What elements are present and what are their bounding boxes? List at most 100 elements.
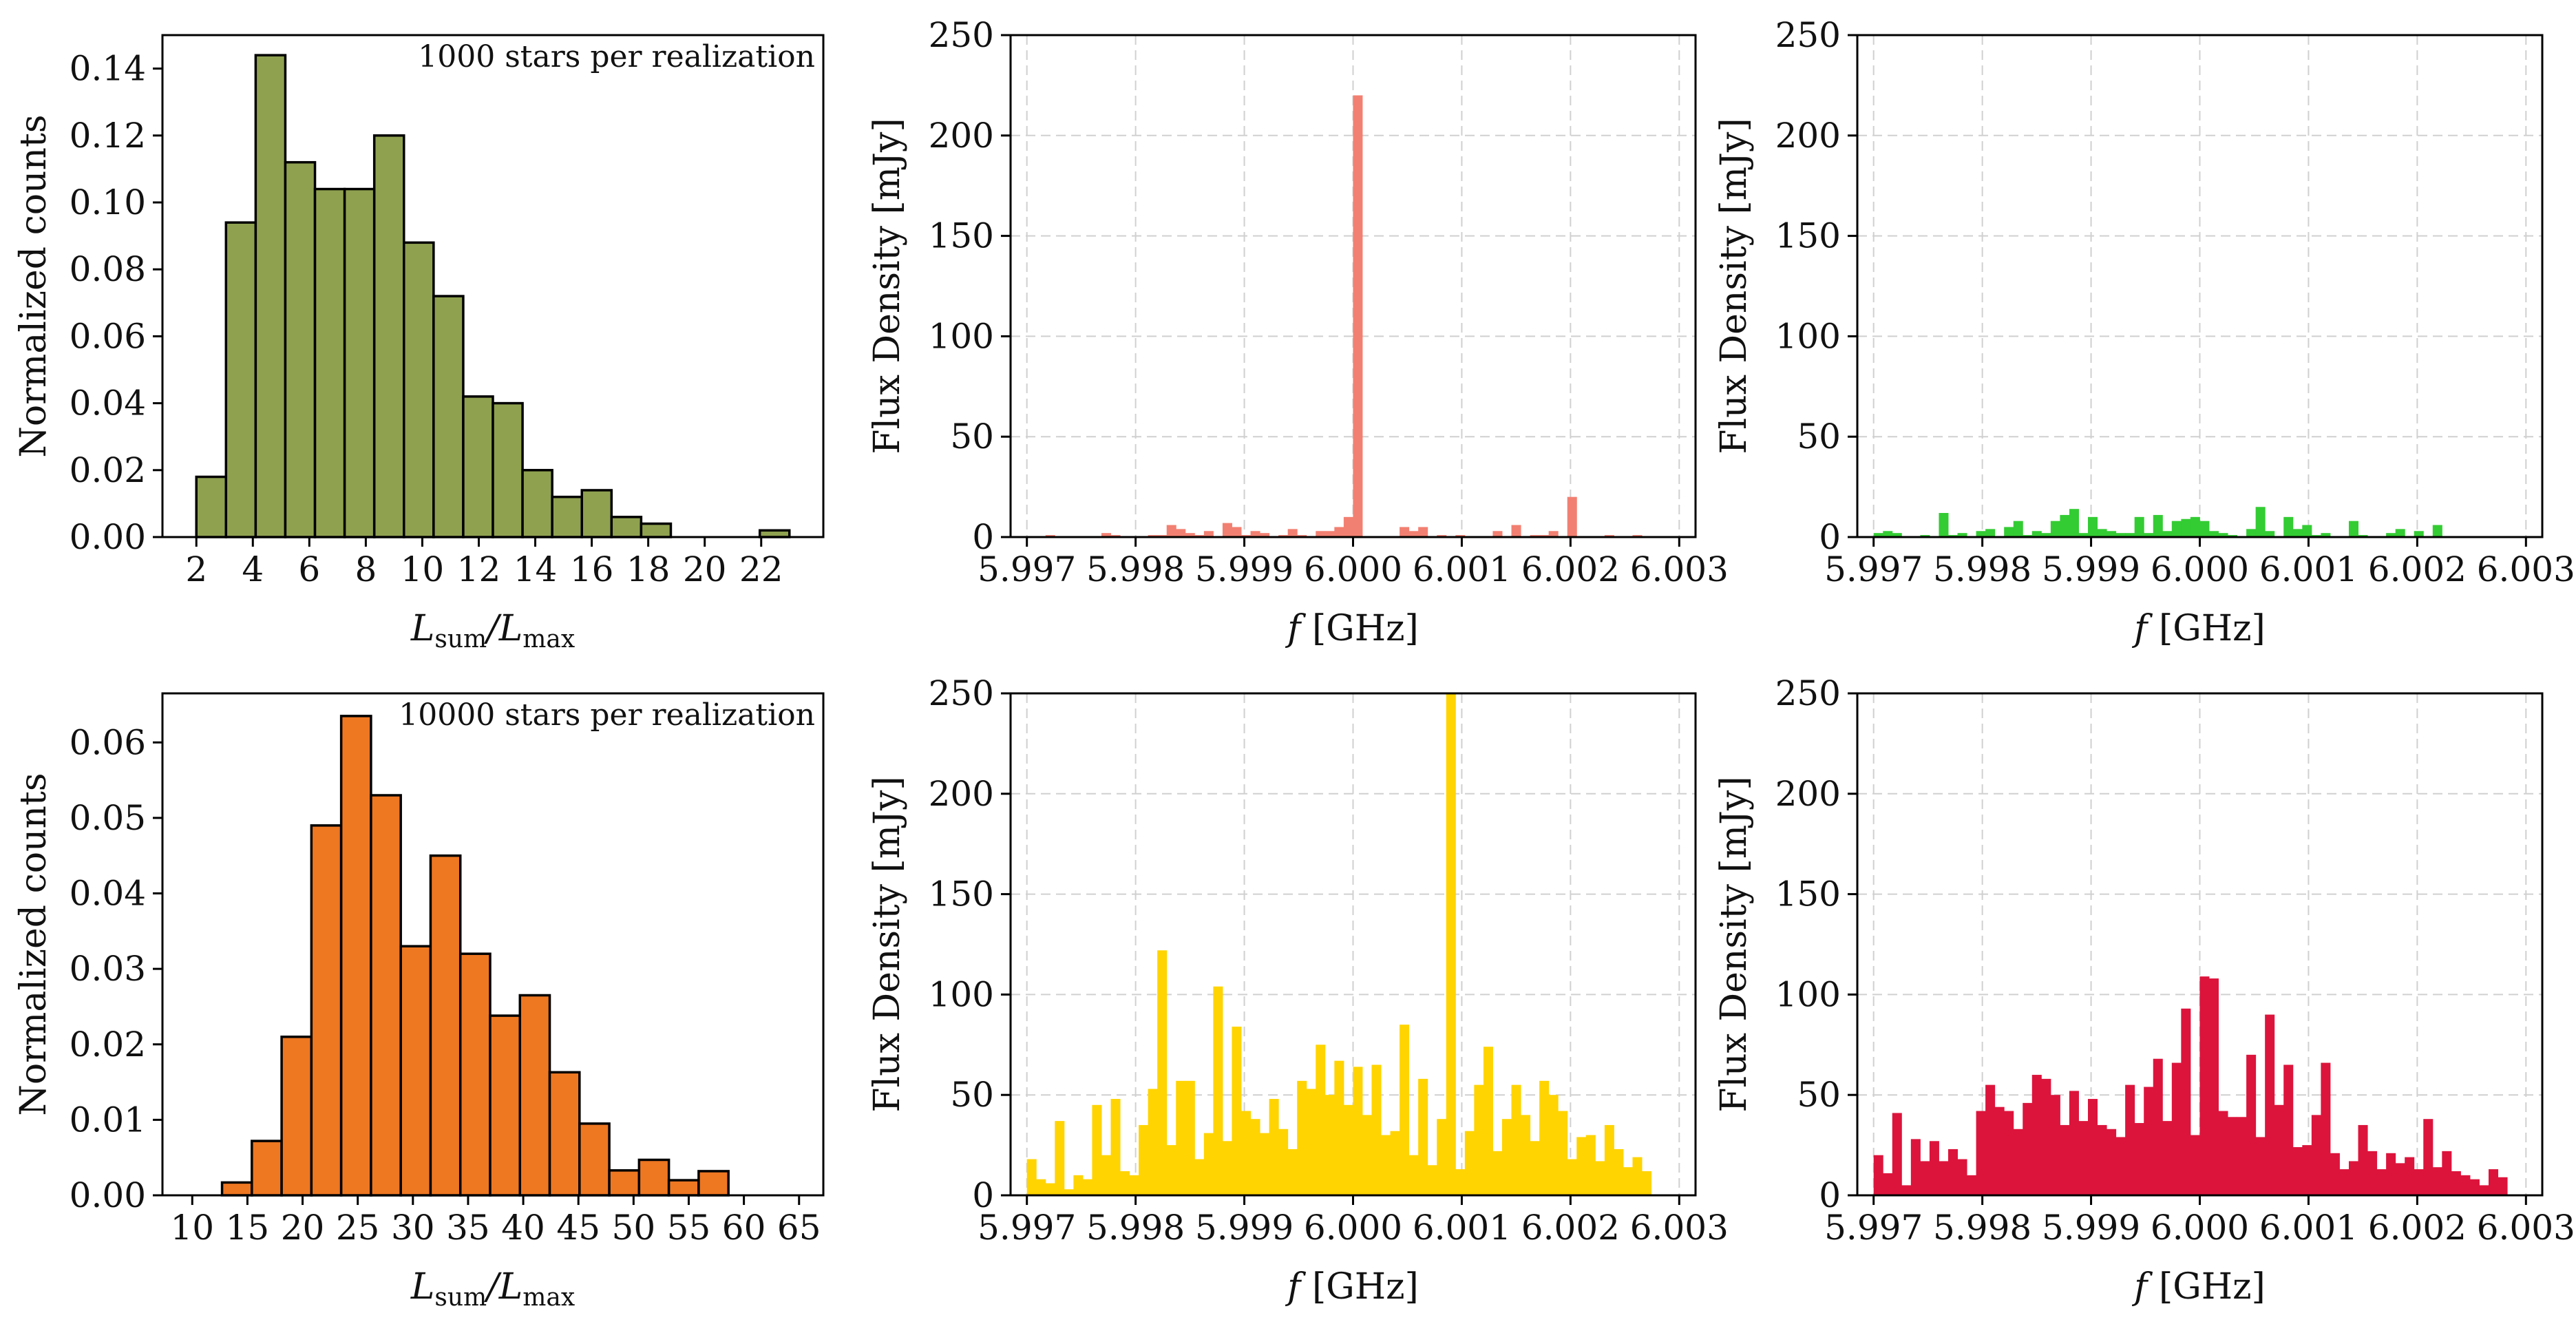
spectrum-bar: [1343, 1104, 1353, 1195]
spectrum-bar: [2283, 1064, 2294, 1195]
y-tick-label: 0.00: [70, 1175, 146, 1215]
y-axis-label: Flux Density [mJy]: [867, 776, 908, 1112]
spectrum-bar: [1548, 1095, 1559, 1195]
histogram-bar: [372, 134, 405, 538]
y-tick-label: 250: [1775, 673, 1841, 713]
spectrum-bar: [2134, 516, 2144, 537]
x-tick-label: 45: [556, 1208, 600, 1248]
spectrum-bar: [1455, 1169, 1466, 1195]
y-tick-label: 250: [929, 673, 994, 713]
y-tick-label: 0.02: [70, 450, 146, 490]
spectrum-bar: [1390, 1131, 1400, 1195]
spectrum-bar: [2199, 976, 2210, 1195]
x-tick-label: 5.997: [1824, 1208, 1923, 1248]
spectrum-bar: [1269, 1099, 1279, 1195]
panel-annotation: 1000 stars per realization: [418, 39, 815, 74]
spectrum-bar: [1492, 531, 1503, 537]
spectrum-bar: [2292, 1147, 2303, 1195]
spectrum-bar: [2348, 521, 2359, 537]
x-tick-label: 5.999: [2042, 1208, 2140, 1248]
spectrum-bar: [2190, 1135, 2200, 1195]
y-tick-label: 250: [929, 15, 994, 55]
x-label-var: /L: [483, 1266, 522, 1308]
spectrum-bar: [1920, 1161, 1930, 1195]
spectrum-bar: [1110, 1099, 1121, 1195]
y-tick-label: 0.03: [70, 949, 146, 989]
spectrum-bar: [2004, 1111, 2014, 1195]
spectrum-bar: [2078, 1121, 2089, 1195]
y-tick-label: 0.02: [70, 1025, 146, 1064]
spectrum-bar: [1604, 1124, 1614, 1195]
x-tick-label: 12: [457, 549, 501, 589]
spectrum-bar: [2134, 1123, 2144, 1195]
spectrum-bar: [1045, 1183, 1055, 1195]
y-tick-label: 0.04: [70, 874, 146, 914]
spectrum-bar: [2265, 531, 2275, 537]
spectrum-bar: [1064, 1189, 1074, 1195]
spectrum-bar: [1567, 496, 1577, 537]
x-label-unit: [GHz]: [2147, 1266, 2265, 1308]
y-tick-label: 0.10: [70, 182, 146, 222]
spectrum-bar: [2153, 514, 2163, 537]
spectrum-bar: [1427, 1165, 1437, 1195]
histogram-bar: [280, 1036, 313, 1197]
spectrum-bar: [1939, 1161, 1949, 1195]
y-tick-label: 0: [972, 1175, 994, 1215]
spectrum-bar: [2208, 531, 2219, 537]
spectrum-bar: [1957, 1159, 1967, 1195]
spectrum-bar: [1985, 1084, 1996, 1195]
y-tick-label: 0.01: [70, 1100, 146, 1140]
y-axis-label: Flux Density [mJy]: [1713, 776, 1755, 1112]
spectrum-bar: [1287, 529, 1298, 537]
spectrum-bar: [2087, 516, 2098, 537]
x-label-unit: [GHz]: [1300, 1266, 1418, 1308]
spectrum-bar: [1521, 1115, 1531, 1195]
spectrum-bar: [2041, 1078, 2051, 1195]
x-tick-label: 6.003: [2477, 1208, 2575, 1248]
spectrum-bar: [1166, 525, 1176, 537]
spectrum-bar: [2069, 1091, 2079, 1195]
spectrum-bar: [2367, 1151, 2378, 1195]
spectrum-bar: [2041, 533, 2051, 537]
spectrum-bar: [2265, 1014, 2275, 1195]
histogram-bar: [667, 1179, 700, 1197]
y-tick-label: 0.04: [70, 384, 146, 423]
y-tick-label: 200: [929, 774, 994, 814]
x-tick-label: 4: [242, 549, 264, 589]
spectrum-bar: [1957, 533, 1967, 537]
spectrum-bar: [1055, 1121, 1065, 1195]
spectrum-bar: [2292, 529, 2303, 537]
spectrum-bar: [1092, 1104, 1102, 1195]
x-tick-label: 35: [446, 1208, 490, 1248]
spectrum-bar: [1371, 1064, 1382, 1195]
spectrum-bar: [1883, 531, 1893, 537]
histogram-bar: [403, 241, 435, 538]
x-tick-label: 6.000: [1304, 1208, 1402, 1248]
spectrum-bar: [1316, 1045, 1326, 1195]
spectrum-bar: [1082, 1179, 1092, 1195]
x-tick-label: 6.000: [1304, 549, 1402, 589]
x-tick-label: 6.001: [1413, 1208, 1511, 1248]
x-tick-label: 6.001: [2259, 1208, 2358, 1248]
spectrum-bar: [1501, 1119, 1512, 1195]
histogram-bar: [548, 1071, 581, 1197]
bars: [1873, 976, 2508, 1195]
spectrum-bar: [1892, 1113, 1902, 1195]
spectrum-bar: [1558, 1111, 1568, 1195]
spectrum-bar: [1362, 1115, 1372, 1195]
x-tick-label: 5.998: [1086, 549, 1185, 589]
spectrum-bar: [2395, 529, 2405, 537]
spectrum-bar: [2031, 531, 2042, 537]
x-label-sub: sum: [434, 625, 487, 653]
spectrum-bar: [2321, 533, 2331, 537]
y-tick-label: 150: [1775, 216, 1841, 256]
histogram-bar: [343, 187, 376, 538]
x-tick-label: 5.999: [2042, 549, 2140, 589]
x-axis-label: Lsum/Lmax: [410, 608, 575, 653]
x-tick-label: 5.998: [1933, 549, 2031, 589]
x-tick-label: 8: [355, 549, 377, 589]
x-tick-label: 6.002: [2368, 549, 2467, 589]
x-tick-label: 65: [777, 1208, 821, 1248]
x-label-unit: [GHz]: [2147, 608, 2265, 649]
